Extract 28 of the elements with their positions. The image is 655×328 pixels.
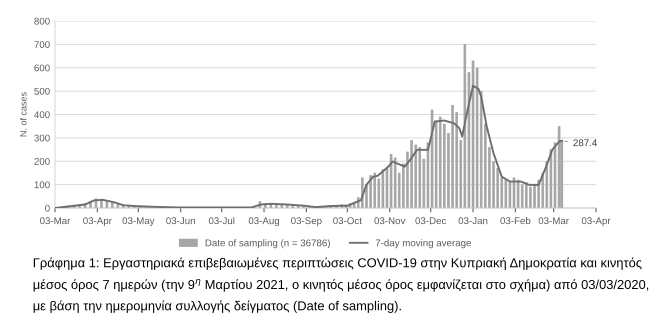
legend-label: 7-day moving average [376,239,471,248]
text: Γράφημα 1: Εργαστηριακά επιβεβαιωμένες περιπτώσεις COVID-19 στην Κυπριακή Δημοκρατία και κινητός μέσος όρος 7 ημερών (την 9$^{η}$ Μαρτίου 2021, ο κινητός μέσος όρος εμφανίζεται στο σχήμα) από 03/03/2020, με βάση την ημερομηνία συλλογής δείγματος (Date of sampling). [34,257,648,313]
x-tick-label: 03-Mar [538,217,569,224]
x-tick-label: 03-Oct [333,217,362,224]
legend-label: Date of sampling (n = 36786) [206,239,330,248]
x-tick-label: 03-May [122,217,155,226]
y-tick-label: 300 [34,134,50,142]
x-tick-label: 03-Jun [166,217,195,224]
x-tick-label: 03-Feb [500,217,530,224]
y-tick-label: 600 [34,64,50,72]
y-tick-label: 0 [45,204,50,212]
x-tick-label: 03-Sep [291,217,322,226]
y-tick-label: 100 [34,181,50,188]
y-axis-title: N. of cases [20,92,27,136]
x-tick-label: 03-Apr [582,217,610,226]
x-tick-label: 03-Mar [40,217,70,224]
x-tick-label: 03-Aug [248,217,280,226]
x-tick-label: 03-Jul [208,217,234,224]
y-tick-label: 400 [34,111,50,118]
x-tick-label: 03-Nov [374,217,406,224]
y-tick-label: 500 [34,88,50,95]
y-tick-label: 200 [34,158,50,165]
y-tick-label: 700 [34,41,50,48]
y-tick-label: 800 [34,18,50,25]
x-tick-label: 03-Dec [415,217,446,224]
x-tick-label: 03-Apr [83,217,112,226]
x-tick-label: 03-Jan [458,217,488,224]
annotation: 287.4 [573,139,597,146]
